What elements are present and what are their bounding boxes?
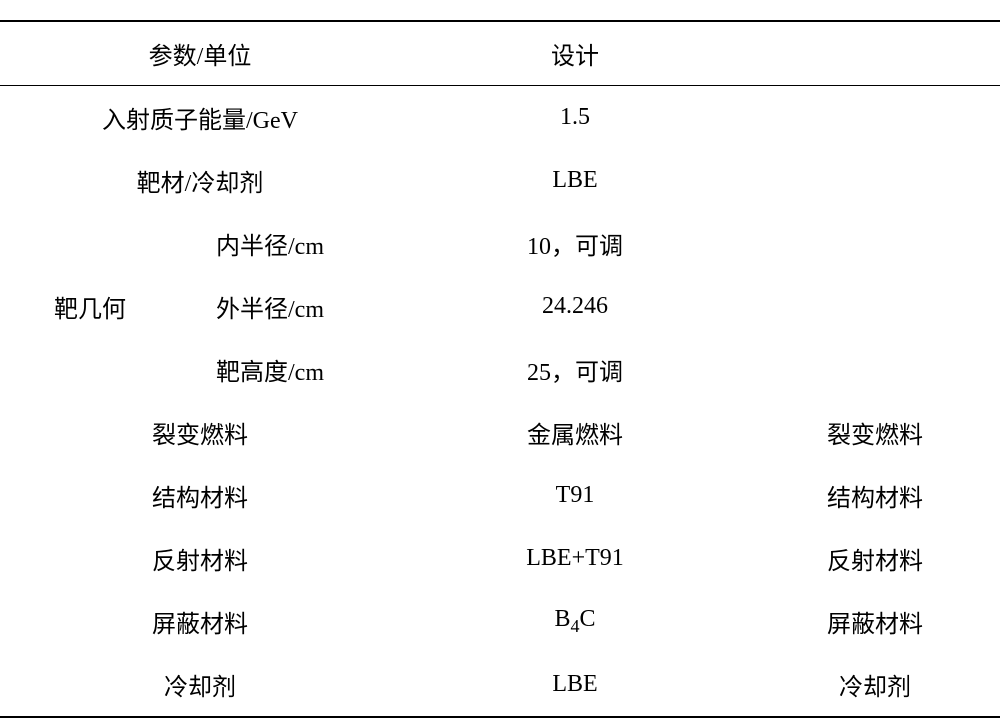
design-cell: LBE (400, 653, 750, 717)
table-row: 靶几何 内半径/cm 10，可调 (0, 212, 1000, 275)
geometry-item-label: 外半径/cm (140, 275, 400, 338)
table-row: 靶材/冷却剂 LBE (0, 149, 1000, 212)
note-cell: 裂变燃料 (750, 401, 1000, 464)
param-cell: 冷却剂 (0, 653, 400, 717)
geometry-group-label: 靶几何 (0, 289, 140, 324)
table-row: 屏蔽材料 B4C 屏蔽材料 (0, 590, 1000, 653)
design-cell: 25，可调 (400, 338, 750, 401)
header-note (750, 21, 1000, 86)
param-cell-geom: 靶几何 内半径/cm (0, 212, 400, 275)
note-cell: 屏蔽材料 (750, 590, 1000, 653)
table-row: 靶几何 外半径/cm 24.246 (0, 275, 1000, 338)
param-cell: 裂变燃料 (0, 401, 400, 464)
param-cell: 靶材/冷却剂 (0, 149, 400, 212)
param-cell: 入射质子能量/GeV (0, 86, 400, 150)
param-cell-geom: 靶几何 靶高度/cm (0, 338, 400, 401)
note-cell (750, 338, 1000, 401)
table-row: 冷却剂 LBE 冷却剂 (0, 653, 1000, 717)
design-cell: 金属燃料 (400, 401, 750, 464)
table-row: 靶几何 靶高度/cm 25，可调 (0, 338, 1000, 401)
param-cell: 屏蔽材料 (0, 590, 400, 653)
geometry-group: 靶几何 靶高度/cm (0, 338, 400, 401)
param-cell: 结构材料 (0, 464, 400, 527)
parameters-table-container: 参数/单位 设计 入射质子能量/GeV 1.5 靶材/冷却剂 LBE 靶几何 (0, 20, 1000, 631)
design-cell: 1.5 (400, 86, 750, 150)
note-cell (750, 212, 1000, 275)
parameters-table: 参数/单位 设计 入射质子能量/GeV 1.5 靶材/冷却剂 LBE 靶几何 (0, 20, 1000, 718)
param-cell-geom: 靶几何 外半径/cm (0, 275, 400, 338)
geometry-item-wrapper: 外半径/cm (140, 275, 400, 338)
table-row: 裂变燃料 金属燃料 裂变燃料 (0, 401, 1000, 464)
geometry-group: 靶几何 外半径/cm (0, 275, 400, 338)
table-row: 入射质子能量/GeV 1.5 (0, 86, 1000, 150)
table-row: 反射材料 LBE+T91 反射材料 (0, 527, 1000, 590)
note-cell (750, 149, 1000, 212)
header-design: 设计 (400, 21, 750, 86)
geometry-item-wrapper: 内半径/cm (140, 212, 400, 275)
geometry-group: 靶几何 内半径/cm (0, 212, 400, 275)
note-cell: 结构材料 (750, 464, 1000, 527)
geometry-item-label: 内半径/cm (140, 212, 400, 275)
subscript-4: 4 (571, 616, 580, 636)
note-cell (750, 86, 1000, 150)
table-row: 结构材料 T91 结构材料 (0, 464, 1000, 527)
header-param: 参数/单位 (0, 21, 400, 86)
design-cell: 10，可调 (400, 212, 750, 275)
geometry-item-label: 靶高度/cm (140, 338, 400, 401)
note-cell: 冷却剂 (750, 653, 1000, 717)
table-header-row: 参数/单位 设计 (0, 21, 1000, 86)
note-cell (750, 275, 1000, 338)
geometry-item-wrapper: 靶高度/cm (140, 338, 400, 401)
design-cell: 24.246 (400, 275, 750, 338)
design-cell: LBE+T91 (400, 527, 750, 590)
design-cell: LBE (400, 149, 750, 212)
param-cell: 反射材料 (0, 527, 400, 590)
design-cell: T91 (400, 464, 750, 527)
design-cell-b4c: B4C (400, 590, 750, 653)
note-cell: 反射材料 (750, 527, 1000, 590)
